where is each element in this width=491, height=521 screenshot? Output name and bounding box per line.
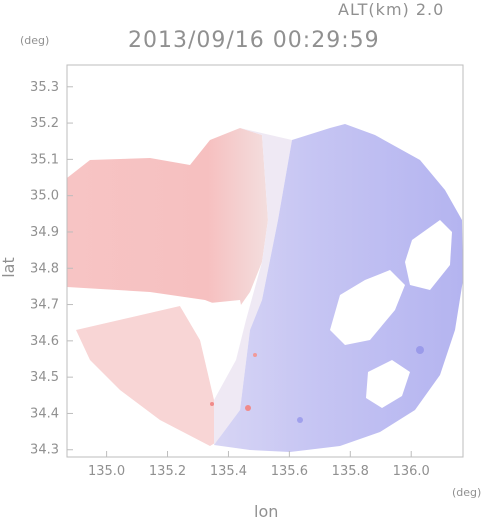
strong-positive-echo — [253, 353, 257, 357]
altitude-label: ALT(km) 2.0 — [338, 0, 445, 19]
x-tick-label: 135.6 — [271, 464, 308, 479]
x-tick-label: 135.8 — [332, 464, 369, 479]
transition-band — [214, 128, 292, 445]
strong-negative-echo — [297, 417, 303, 423]
chart-title: 2013/09/16 00:29:59 — [128, 28, 380, 53]
no-echo-hole-northeast — [405, 220, 452, 290]
y-tick-label: 35.3 — [30, 80, 59, 95]
y-unit-label: (deg) — [20, 34, 50, 47]
x-axis: 135.0 135.2 135.4 135.6 135.8 136.0 — [88, 451, 430, 479]
x-tick-label: 136.0 — [393, 464, 430, 479]
x-unit-label: (deg) — [452, 486, 482, 499]
y-tick-label: 35.2 — [30, 116, 59, 131]
strong-positive-echo — [245, 405, 251, 411]
y-tick-label: 34.9 — [30, 225, 59, 240]
y-tick-label: 34.7 — [30, 298, 59, 313]
x-tick-label: 135.2 — [149, 464, 186, 479]
y-tick-label: 34.8 — [30, 261, 59, 276]
y-tick-label: 35.1 — [30, 152, 59, 167]
x-axis-label: lon — [254, 502, 279, 521]
y-tick-label: 34.4 — [30, 406, 59, 421]
y-tick-label: 34.3 — [30, 443, 59, 458]
plot-frame — [66, 64, 464, 458]
positive-velocity-region-south — [76, 306, 220, 446]
strong-negative-echo — [416, 346, 424, 354]
y-tick-label: 35.0 — [30, 189, 59, 204]
x-tick-label: 135.4 — [210, 464, 247, 479]
x-tick-label: 135.0 — [88, 464, 125, 479]
positive-velocity-region-north — [67, 128, 268, 312]
no-echo-hole-south — [366, 360, 410, 408]
no-echo-hole-east — [330, 270, 405, 345]
y-tick-label: 34.6 — [30, 334, 59, 349]
strong-positive-echo — [210, 402, 214, 406]
y-tick-label: 34.5 — [30, 370, 59, 385]
y-axis: 34.3 34.4 34.5 34.6 34.7 34.8 34.9 35.0 35.1 35.2… — [30, 80, 73, 458]
